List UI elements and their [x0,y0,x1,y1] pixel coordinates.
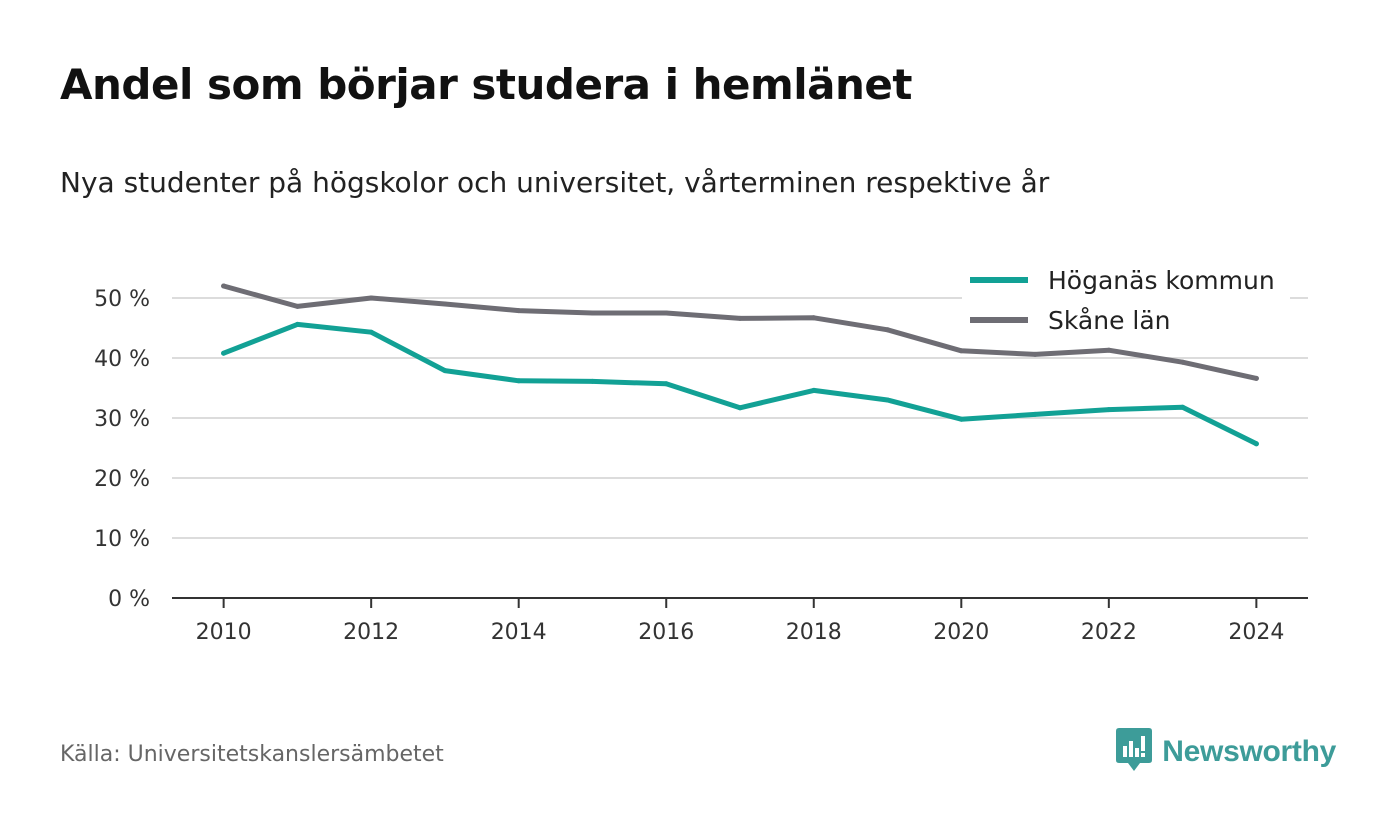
data-point [737,405,743,411]
data-point [1032,411,1038,417]
data-point [294,303,300,309]
data-point [811,387,817,393]
x-tick-label: 2022 [1081,620,1137,645]
data-point [589,310,595,316]
data-point [294,321,300,327]
y-tick-label: 40 % [94,347,150,372]
y-tick-label: 20 % [94,467,150,492]
y-tick-label: 0 % [108,587,150,612]
legend-background [962,260,1290,340]
chart-title: Andel som börjar studera i hemlänet [60,60,913,109]
chart-subtitle: Nya studenter på högskolor och universit… [60,166,1050,199]
data-point [1180,359,1186,365]
data-point [1106,347,1112,353]
data-point [885,327,891,333]
data-point [811,315,817,321]
source-note: Källa: Universitetskanslersämbetet [60,742,444,767]
data-point [663,381,669,387]
x-tick-label: 2010 [196,620,252,645]
data-point [589,378,595,384]
data-point [442,368,448,374]
data-point [516,308,522,314]
line-chart: 0 % 10 % 20 % 30 % 40 % 50 % 2010 2012 2014 2016 2… [94,260,1308,645]
x-tick-label: 2014 [491,620,547,645]
series-lines [221,283,1259,447]
data-point [1032,351,1038,357]
legend-label: Höganäs kommun [1048,266,1275,295]
data-point [1253,375,1259,381]
data-point [221,283,227,289]
data-point [221,350,227,356]
series-line [221,321,1259,447]
data-point [442,301,448,307]
y-tick-label: 10 % [94,527,150,552]
y-tick-label: 30 % [94,407,150,432]
data-point [1180,404,1186,410]
data-point [1253,441,1259,447]
brand-name: Newsworthy [1162,735,1336,768]
data-point [885,397,891,403]
axes: 0 % 10 % 20 % 30 % 40 % 50 % 2010 2012 2014 2016 2… [94,287,1308,645]
x-tick-label: 2016 [638,620,694,645]
legend-label: Skåne län [1048,306,1171,335]
data-point [368,295,374,301]
data-point [368,329,374,335]
data-point [737,315,743,321]
x-tick-label: 2012 [343,620,399,645]
x-tick-label: 2024 [1228,620,1284,645]
data-point [958,416,964,422]
data-point [663,310,669,316]
newsworthy-logo-icon [1116,728,1153,776]
data-point [1106,407,1112,413]
x-tick-label: 2018 [786,620,842,645]
data-point [516,378,522,384]
data-point [958,348,964,354]
x-tick-label: 2020 [933,620,989,645]
legend: Höganäs kommun Skåne län [962,260,1290,340]
brand-logo[interactable]: Newsworthy [1116,728,1336,776]
y-tick-label: 50 % [94,287,150,312]
